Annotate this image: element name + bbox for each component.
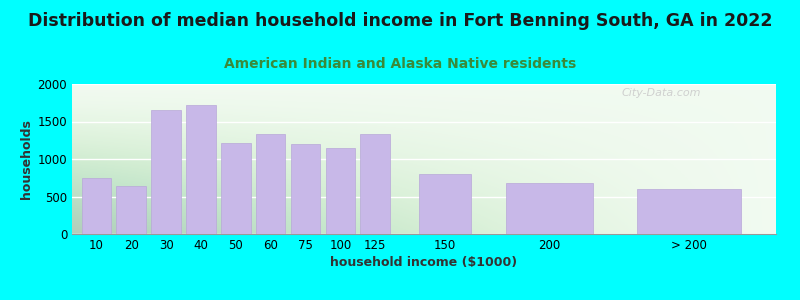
Bar bbox=[418, 174, 471, 234]
Bar bbox=[360, 134, 390, 234]
X-axis label: household income ($1000): household income ($1000) bbox=[330, 256, 518, 269]
Bar bbox=[151, 110, 181, 234]
Bar bbox=[221, 142, 250, 234]
Bar bbox=[117, 186, 146, 234]
Y-axis label: households: households bbox=[20, 119, 34, 199]
Bar bbox=[326, 148, 355, 234]
Text: Distribution of median household income in Fort Benning South, GA in 2022: Distribution of median household income … bbox=[28, 12, 772, 30]
Bar bbox=[637, 189, 741, 234]
Bar bbox=[256, 134, 286, 234]
Text: City-Data.com: City-Data.com bbox=[621, 88, 701, 98]
Text: American Indian and Alaska Native residents: American Indian and Alaska Native reside… bbox=[224, 57, 576, 71]
Bar bbox=[186, 105, 216, 234]
Bar bbox=[506, 183, 593, 234]
Bar bbox=[290, 144, 320, 234]
Bar bbox=[82, 178, 111, 234]
